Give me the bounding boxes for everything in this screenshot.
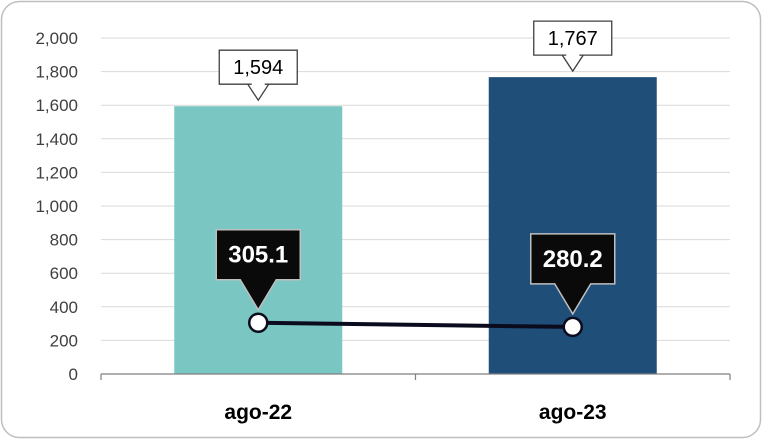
y-tick-label: 1,600	[35, 96, 78, 115]
y-tick-label: 1,200	[35, 163, 78, 182]
y-tick-label: 2,000	[35, 29, 78, 48]
x-tick-label: ago-23	[539, 401, 607, 424]
line-value-callout-box	[530, 233, 616, 316]
y-tick-label: 200	[50, 331, 78, 350]
x-tick-label: ago-22	[224, 401, 292, 424]
line-value-label: 305.1	[228, 242, 288, 269]
x-axis-tick-labels: ago-22 ago-23	[224, 401, 606, 424]
bar-value-label: 1,594	[233, 57, 283, 79]
y-tick-label: 0	[69, 365, 78, 384]
bar-value-label: 1,767	[548, 28, 598, 50]
y-tick-label: 600	[50, 264, 78, 283]
line-value-label: 280.2	[543, 246, 603, 273]
line-series	[248, 312, 583, 338]
data-label-callouts: 1,594 1,767 305.1 280.2	[215, 20, 616, 316]
bar-value-callout-box	[533, 20, 613, 73]
x-axis	[100, 373, 731, 380]
y-tick-label: 1,000	[35, 197, 78, 216]
y-axis-tick-labels: 0 200 400 600 800 1,000 1,200 1,400 1,600 1,800 2,…	[35, 29, 78, 384]
y-tick-label: 1,400	[35, 130, 78, 149]
y-tick-label: 800	[50, 231, 78, 250]
y-tick-label: 400	[50, 298, 78, 317]
line-point	[248, 312, 269, 333]
line-point	[562, 316, 583, 338]
bar-value-callout-box	[218, 49, 298, 102]
y-tick-label: 1,800	[35, 63, 78, 82]
line-series-path	[258, 320, 573, 329]
line-value-callout-box	[215, 228, 301, 312]
